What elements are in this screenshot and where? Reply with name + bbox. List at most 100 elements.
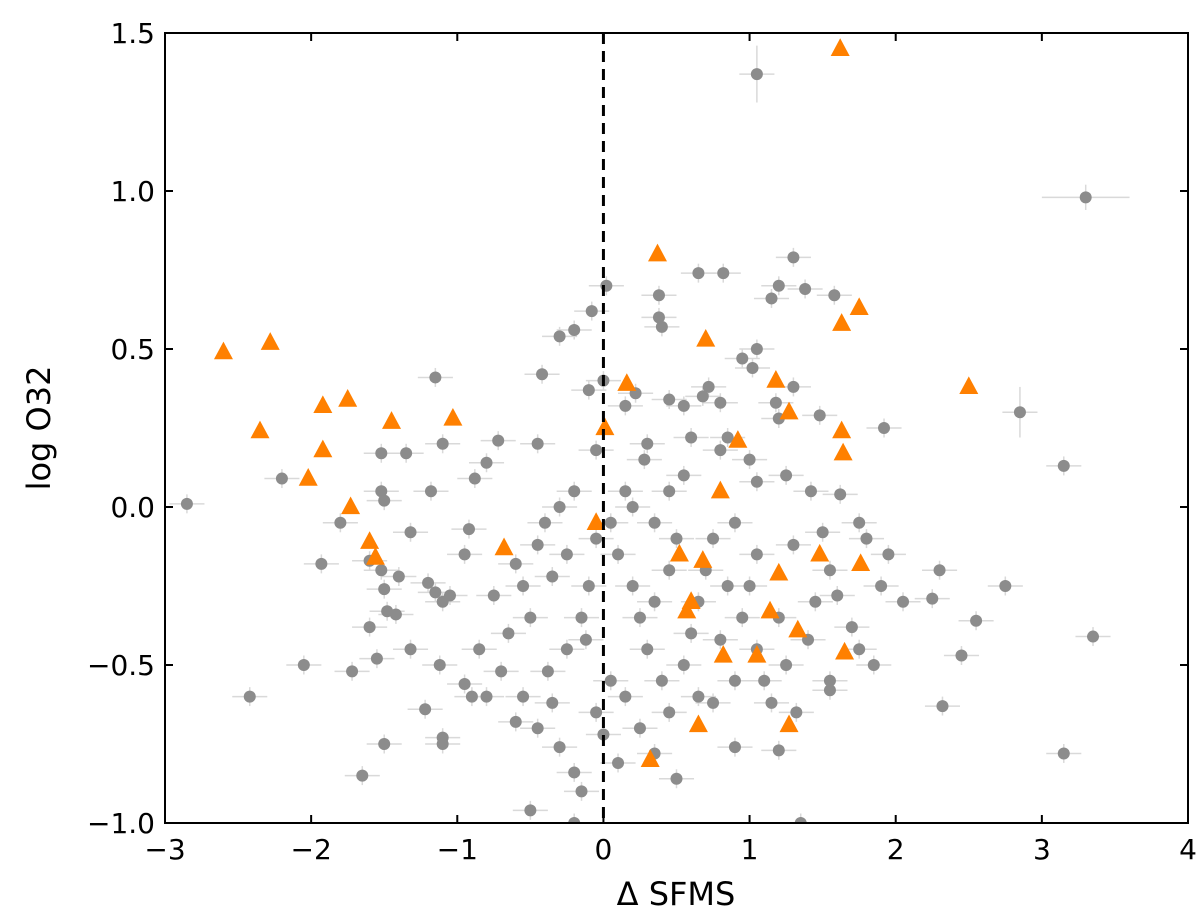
gray-point (419, 703, 432, 716)
gray-point (655, 674, 668, 687)
y-tick-label: 1.5 (110, 17, 155, 50)
gray-point (702, 380, 715, 393)
y-tick-label: −0.5 (87, 649, 155, 682)
gray-point (882, 548, 895, 561)
orange-triangle-point (250, 420, 270, 439)
orange-triangle-point (833, 442, 853, 461)
gray-point (541, 665, 554, 678)
gray-point (424, 485, 437, 498)
gray-point (590, 532, 603, 545)
gray-point (375, 485, 388, 498)
gray-point (707, 696, 720, 709)
x-tick-label: −2 (291, 833, 332, 866)
gray-point (721, 431, 734, 444)
gray-point (816, 526, 829, 539)
orange-triangle-point (810, 543, 830, 562)
gray-point (1013, 406, 1026, 419)
gray-point (468, 472, 481, 485)
gray-point (717, 267, 730, 280)
gray-point (692, 267, 705, 280)
gray-point (579, 633, 592, 646)
gray-point (604, 674, 617, 687)
gray-point (794, 817, 807, 823)
gray-point (663, 393, 676, 406)
gray-point (799, 282, 812, 295)
gray-point (346, 665, 359, 678)
gray-point (378, 494, 391, 507)
gray-point (787, 251, 800, 264)
orange-triangle-point (832, 420, 852, 439)
x-tick-label: −1 (437, 833, 478, 866)
y-axis-label: log O32 (20, 366, 58, 491)
gray-point (404, 643, 417, 656)
orange-triangle-point (788, 619, 808, 638)
orange-triangle-point (586, 512, 606, 530)
orange-triangle-point (382, 411, 402, 429)
orange-triangle-point (617, 373, 637, 391)
y-tick-label: −1.0 (87, 807, 155, 840)
gray-point (531, 722, 544, 735)
gray-point (553, 741, 566, 754)
gray-point (897, 595, 910, 608)
orange-triangle-point (360, 531, 380, 549)
gray-point (828, 289, 841, 302)
orange-triangle-point (313, 395, 333, 414)
orange-triangle-point (766, 370, 786, 388)
gray-point (560, 548, 573, 561)
gray-point (853, 643, 866, 656)
orange-triangle-point (959, 376, 979, 395)
gray-point (575, 611, 588, 624)
orange-triangle-point (830, 38, 850, 56)
gray-point (641, 643, 654, 656)
gray-point (765, 292, 778, 305)
gray-point (1057, 459, 1070, 472)
gray-point (568, 324, 581, 337)
gray-point (433, 659, 446, 671)
gray-point (458, 548, 471, 561)
gray-point (780, 659, 793, 671)
orange-triangle-point (494, 537, 514, 556)
orange-triangle-point (640, 749, 660, 767)
gray-point (619, 399, 632, 412)
gray-point (612, 756, 625, 769)
gray-point (375, 564, 388, 577)
gray-point (400, 447, 413, 460)
gray-point (743, 580, 756, 592)
orange-triangle-point (365, 547, 385, 565)
orange-triangle-point (835, 641, 855, 660)
gray-point (685, 627, 698, 640)
gray-point (568, 817, 581, 823)
orange-triangle-point (648, 243, 668, 262)
gray-point (834, 488, 847, 501)
gray-point (721, 580, 734, 592)
orange-triangle-point (713, 644, 733, 663)
orange-triangle-point (595, 417, 615, 436)
orange-triangle-point (669, 543, 689, 562)
gray-point (553, 501, 566, 513)
gray-point (524, 611, 537, 624)
plot-frame (164, 32, 1189, 824)
gray-point (612, 548, 625, 561)
gray-point (772, 744, 785, 757)
gray-point (714, 444, 727, 457)
orange-triangle-point (213, 341, 233, 360)
gray-point (845, 621, 858, 634)
orange-triangle-point (849, 297, 869, 316)
gray-point (638, 453, 651, 466)
gray-point (560, 643, 573, 656)
gray-point (648, 516, 661, 529)
gray-point (780, 469, 793, 482)
gray-point (1057, 747, 1070, 760)
orange-triangle-point (851, 553, 871, 572)
gray-point (422, 576, 435, 589)
gray-point (585, 305, 598, 318)
gray-point (517, 690, 530, 703)
gray-point (652, 289, 665, 302)
x-axis: −3 −2 −1 0 1 2 3 4 (144, 33, 1197, 866)
gray-point (670, 772, 683, 785)
orange-triangle-point (779, 714, 799, 733)
gray-point (546, 696, 559, 709)
gray-point (750, 475, 763, 488)
series-gray-sample (180, 68, 1100, 823)
gray-point (404, 526, 417, 539)
